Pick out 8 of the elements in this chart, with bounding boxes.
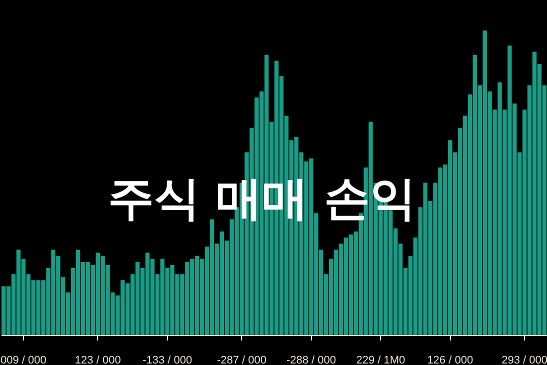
x-tick-label: 123 / 000 — [74, 354, 121, 365]
x-tick-label: -133 / 000 — [142, 354, 192, 365]
x-tick-label: 293 / 000 — [502, 354, 547, 365]
x-tick-label: 126 / 000 — [427, 354, 474, 365]
x-tick-label: -288 / 000 — [286, 354, 336, 365]
x-tick-label: -287 / 000 — [216, 354, 267, 365]
x-tick-label: 009 / 000 — [0, 354, 46, 365]
x-tick-label: 229 / 1M0 — [356, 354, 406, 365]
